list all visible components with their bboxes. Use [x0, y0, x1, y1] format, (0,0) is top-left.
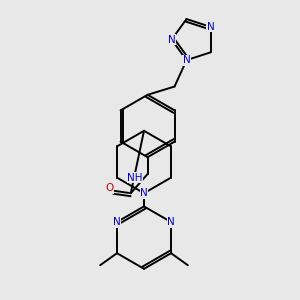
Text: N: N: [207, 22, 214, 32]
Text: N: N: [183, 55, 190, 65]
Text: N: N: [167, 217, 175, 227]
Text: N: N: [113, 217, 121, 227]
Text: NH: NH: [127, 172, 143, 183]
Text: O: O: [105, 183, 113, 194]
Text: N: N: [140, 188, 148, 198]
Text: N: N: [168, 34, 176, 45]
